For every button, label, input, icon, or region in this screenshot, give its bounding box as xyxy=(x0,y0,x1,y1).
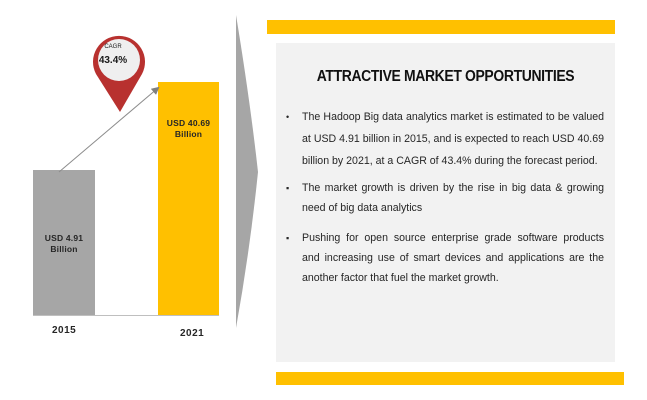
list-item: ▪ The market growth is driven by the ris… xyxy=(284,178,604,218)
bar-unit: Billion xyxy=(50,244,78,254)
bullet-list: • The Hadoop Big data analytics market i… xyxy=(284,106,604,298)
bar-value-label: USD 4.91 Billion xyxy=(33,233,95,255)
list-item: • The Hadoop Big data analytics market i… xyxy=(284,106,604,172)
x-axis-baseline xyxy=(33,315,219,316)
growth-arrow-icon xyxy=(58,86,160,173)
bar-value: USD 4.91 xyxy=(44,233,84,243)
bar-value: USD 40.69 xyxy=(166,118,211,128)
map-pin-icon xyxy=(93,35,145,112)
cagr-caption: CAGR xyxy=(104,44,122,50)
square-bullet-icon: ▪ xyxy=(286,183,290,193)
bar-2021: USD 40.69 Billion xyxy=(158,82,219,316)
panel-title: ATTRACTIVE MARKET OPPORTUNITIES xyxy=(316,68,575,85)
accent-stripe-top xyxy=(267,20,615,34)
opportunities-panel: ATTRACTIVE MARKET OPPORTUNITIES • The Ha… xyxy=(276,43,615,362)
round-bullet-icon: • xyxy=(286,112,290,122)
bullet-text: The market growth is driven by the rise … xyxy=(302,182,604,214)
bullet-text: Pushing for open source enterprise grade… xyxy=(302,232,604,284)
bullet-text: The Hadoop Big data analytics market is … xyxy=(302,111,604,167)
list-item: ▪ Pushing for open source enterprise gra… xyxy=(284,228,604,288)
cagr-value: 43.4% xyxy=(98,55,128,66)
bar-2015: USD 4.91 Billion xyxy=(33,170,95,316)
square-bullet-icon: ▪ xyxy=(286,233,290,243)
x-tick-2015: 2015 xyxy=(52,325,77,336)
bar-unit: Billion xyxy=(174,129,203,139)
bar-value-label: USD 40.69 Billion xyxy=(158,118,219,140)
bar-chart: USD 4.91 Billion USD 40.69 Billion 2015 … xyxy=(0,0,235,400)
x-tick-2021: 2021 xyxy=(180,328,205,339)
accent-stripe-bottom xyxy=(276,372,624,385)
